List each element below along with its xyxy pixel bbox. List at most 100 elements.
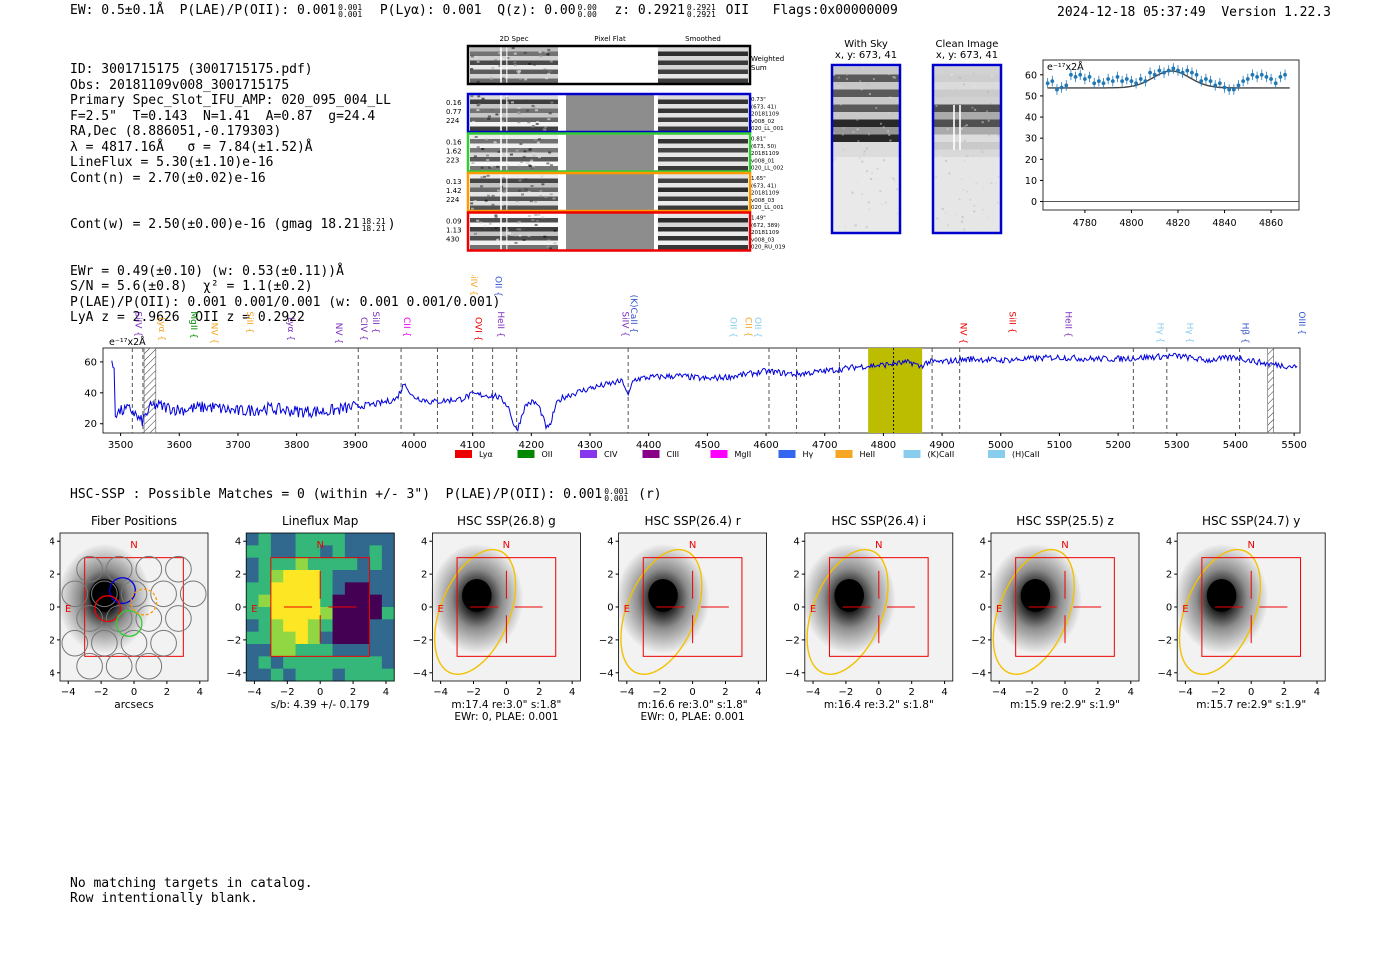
- north-label: N: [316, 540, 323, 551]
- data-point: [1185, 68, 1190, 73]
- noise-pixel: [504, 234, 508, 237]
- noise-pixel: [490, 165, 494, 168]
- data-point: [1078, 72, 1083, 77]
- lineflux-pixel: [332, 668, 346, 682]
- info-line: P(LAE)/P(OII): 0.001 0.001/0.001 (w: 0.0…: [70, 294, 501, 310]
- image-band: [933, 104, 1001, 113]
- noise-pixel: [480, 185, 484, 188]
- noise-pixel: [961, 216, 964, 219]
- spectrum-band: [658, 174, 748, 179]
- data-point: [1269, 77, 1273, 81]
- noise-pixel: [544, 195, 548, 198]
- lineflux-pixel: [258, 619, 272, 633]
- lineflux-pixel: [307, 631, 321, 645]
- lineflux-pixel: [344, 570, 358, 583]
- data-point: [1190, 70, 1194, 75]
- lineflux-pixel: [295, 607, 309, 620]
- x-tick-label: −4: [619, 687, 634, 698]
- noise-pixel: [540, 246, 544, 249]
- noise-pixel: [542, 127, 546, 130]
- noise-pixel: [834, 157, 837, 160]
- emission-line-label: NV {: [209, 323, 219, 344]
- x-tick-label: 5400: [1223, 440, 1248, 451]
- info-lines-2: EWr = 0.49(±0.10) (w: 0.53(±0.11))Å S/N =…: [70, 264, 500, 326]
- data-point: [1106, 77, 1111, 81]
- lineflux-pixel: [332, 607, 346, 620]
- x-tick-label: 5500: [1281, 440, 1306, 451]
- fiber-meta: 20181109: [751, 191, 779, 197]
- noise-pixel: [476, 109, 480, 112]
- panel-caption: s/b: 4.39 +/- 0.179: [271, 699, 370, 711]
- noise-pixel: [988, 134, 991, 137]
- x-tick-label: 4200: [519, 440, 544, 451]
- noise-pixel: [857, 140, 860, 143]
- lineflux-pixel: [295, 570, 309, 583]
- galaxy-core: [1206, 579, 1237, 612]
- lineflux-pixel: [357, 545, 371, 559]
- east-label: E: [1182, 604, 1188, 615]
- noise-pixel: [553, 242, 557, 245]
- lineflux-pixel: [307, 533, 321, 546]
- legend-swatch: [778, 450, 796, 458]
- fiber-circle: [91, 629, 118, 657]
- noise-pixel: [862, 67, 865, 70]
- lineflux-pixel: [307, 557, 321, 571]
- noise-pixel: [480, 180, 484, 183]
- noise-pixel: [997, 134, 1000, 137]
- lineflux-pixel: [270, 644, 284, 657]
- noise-pixel: [546, 245, 550, 248]
- noise-pixel: [476, 104, 480, 107]
- noise-pixel: [514, 241, 518, 244]
- fiber-meta: 20181109: [751, 112, 779, 118]
- noise-pixel: [832, 158, 835, 161]
- emission-line-label: Hγ {: [1184, 323, 1194, 344]
- lineflux-pixel: [283, 656, 297, 670]
- noise-pixel: [875, 107, 878, 110]
- emission-line-label: MgII {: [188, 311, 198, 338]
- noise-pixel: [506, 235, 510, 238]
- noise-pixel: [508, 232, 512, 235]
- y-tick-label: 0: [980, 603, 986, 614]
- noise-pixel: [530, 166, 534, 169]
- noise-pixel: [521, 193, 525, 196]
- noise-pixel: [539, 189, 543, 192]
- lineflux-pixel: [357, 607, 371, 620]
- spectrum-band: [470, 192, 558, 197]
- noise-pixel: [997, 175, 1000, 178]
- emission-line-label: Hγ {: [1154, 323, 1164, 344]
- legend-swatch: [903, 450, 921, 458]
- sky-line: [506, 95, 508, 131]
- noise-pixel: [936, 217, 939, 220]
- spectrum-band: [658, 201, 748, 206]
- noise-pixel: [842, 148, 845, 151]
- lineflux-pixel: [369, 644, 383, 657]
- info-contw: Cont(w) = 2.50(±0.00)e-16 (gmag 18.21 18.…: [70, 216, 396, 233]
- x-tick-label: 2: [350, 687, 356, 698]
- lineflux-pixel: [344, 668, 358, 682]
- data-point: [1152, 72, 1157, 77]
- noise-pixel: [872, 78, 875, 81]
- noise-pixel: [509, 153, 513, 156]
- spectrum-band: [470, 231, 558, 237]
- spectrum-band: [658, 143, 748, 149]
- weighted-label: Sum: [751, 64, 767, 72]
- noise-pixel: [963, 159, 966, 162]
- spectrum-band: [658, 218, 748, 223]
- lineflux-pixel: [258, 533, 272, 546]
- panel-title: HSC SSP(26.4) r: [645, 514, 741, 528]
- noise-pixel: [990, 75, 993, 78]
- noise-pixel: [518, 179, 522, 182]
- lineflux-pixel: [320, 582, 334, 596]
- lineflux-pixel: [381, 644, 395, 657]
- fiber-meta: (672, 389): [751, 223, 780, 229]
- lineflux-pixel: [258, 594, 272, 608]
- noise-pixel: [535, 122, 539, 125]
- lineflux-pixel: [332, 619, 346, 633]
- legend-entry: HeII: [835, 450, 875, 459]
- north-label: N: [1247, 540, 1254, 551]
- noise-pixel: [896, 100, 899, 103]
- spectrum-band: [470, 69, 558, 75]
- fiber-circle: [120, 629, 148, 657]
- x-tick-label: 4: [755, 687, 761, 698]
